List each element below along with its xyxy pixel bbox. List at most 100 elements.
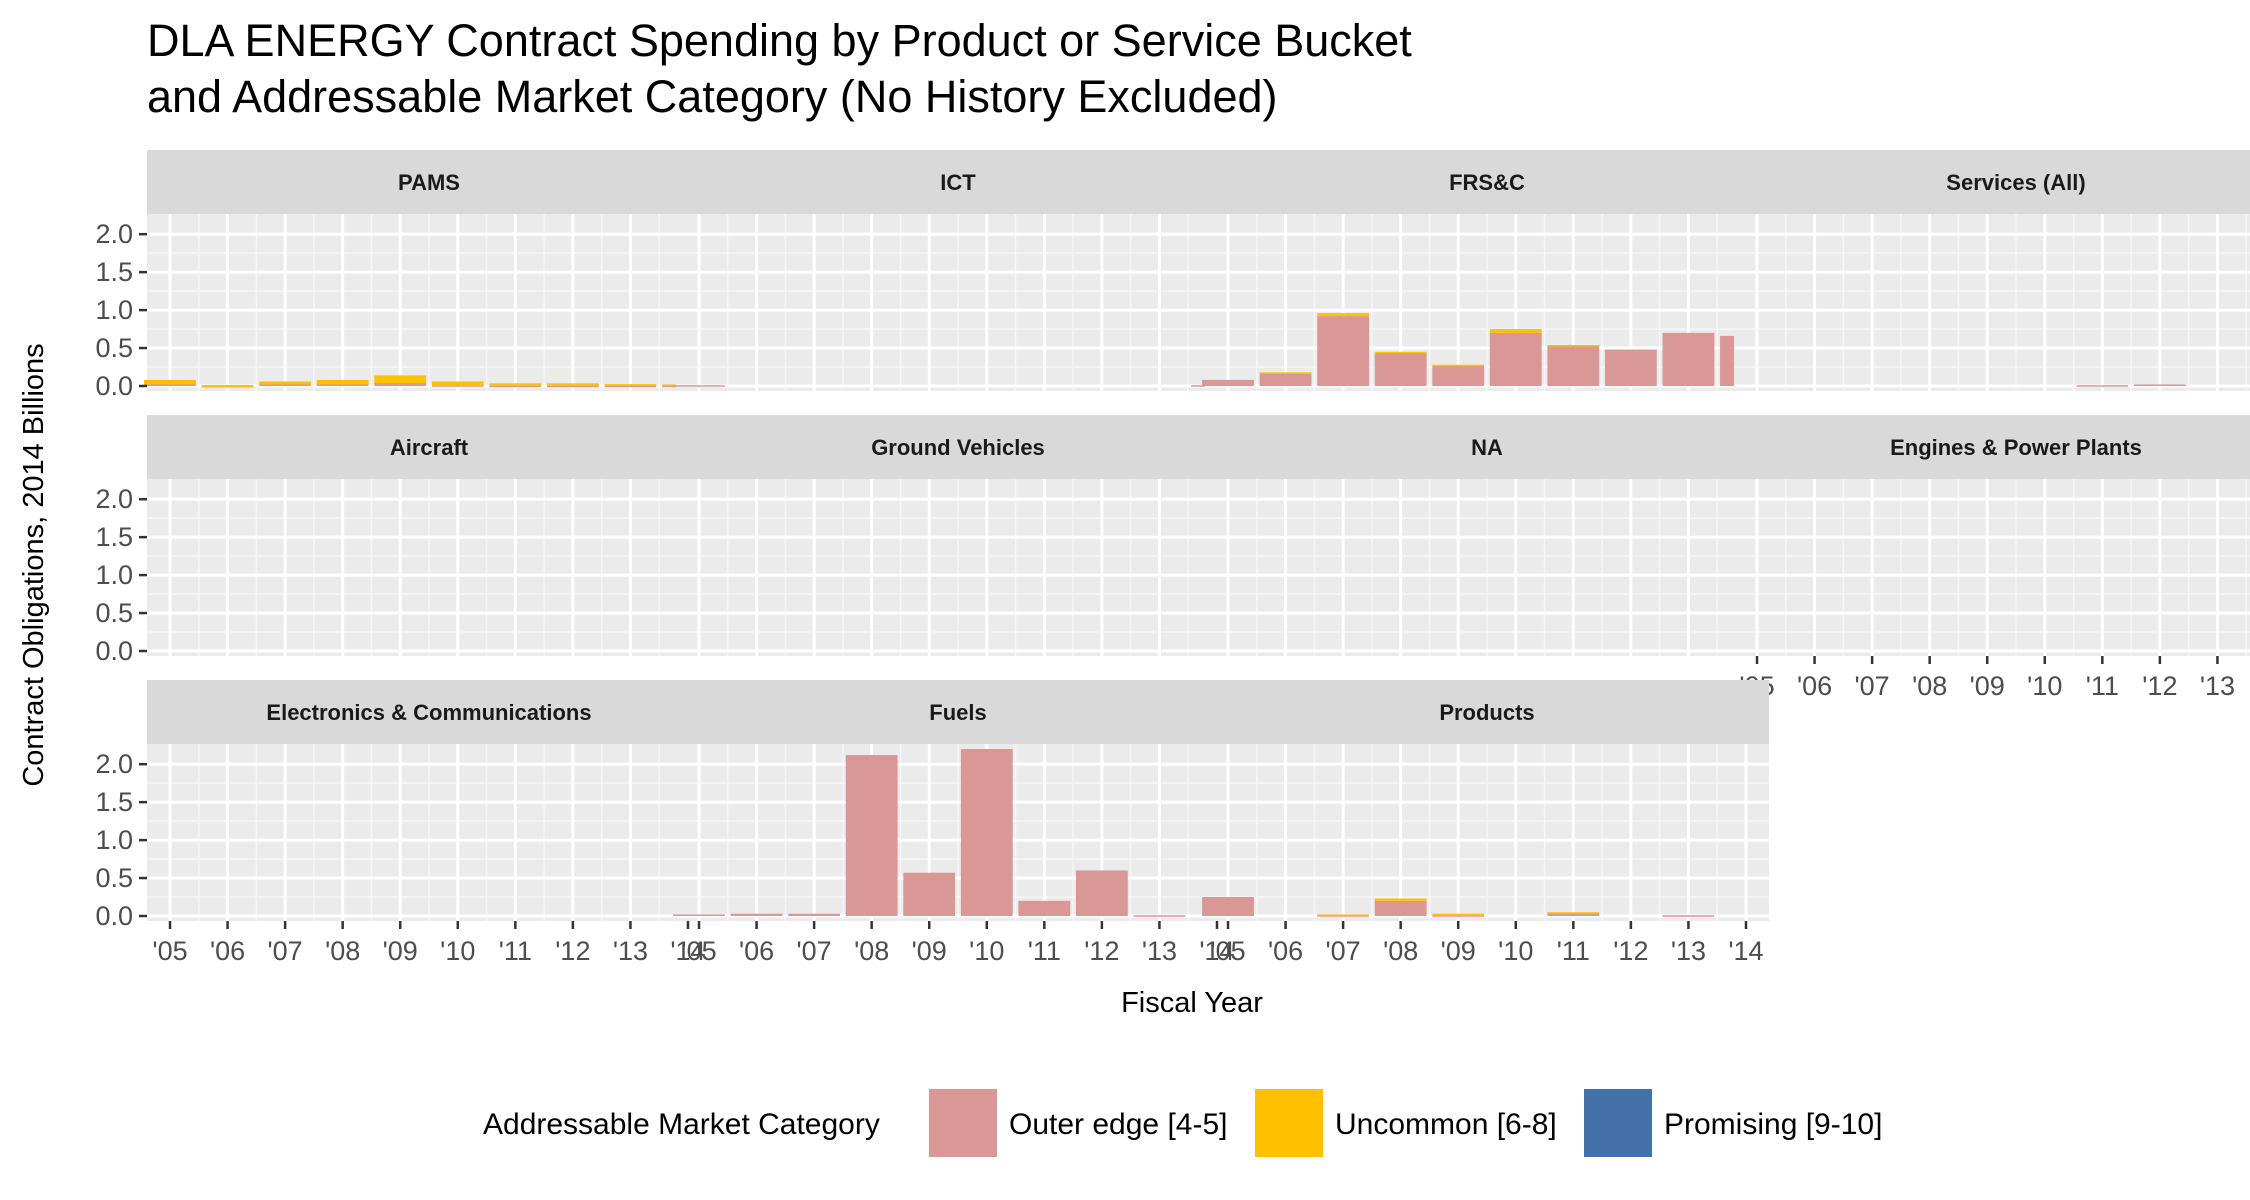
- facet-strip: [676, 415, 1240, 479]
- x-tick-label: '06: [739, 936, 774, 966]
- x-tick-label: '14: [1728, 936, 1763, 966]
- x-tick-label: '06: [1268, 936, 1303, 966]
- legend-label: Uncommon [6-8]: [1335, 1108, 1557, 1141]
- x-tick-label: '11: [2086, 671, 2119, 701]
- bar-outer-9-4: [903, 872, 956, 916]
- x-tick-label: '08: [1912, 671, 1947, 701]
- facet-strip: [676, 680, 1240, 744]
- facet-strip-label: PAMS: [398, 170, 460, 195]
- bar-outer-2-2: [1317, 316, 1370, 386]
- bar-uncommon-2-1: [1259, 372, 1312, 374]
- x-tick-label: '09: [912, 936, 947, 966]
- x-tick-label: '06: [1797, 671, 1832, 701]
- bar-outer-3-6: [2076, 385, 2129, 387]
- bar-outer-10-0: [1202, 897, 1254, 916]
- y-tick-label: 0.0: [95, 371, 133, 401]
- facet-strip-label: NA: [1471, 435, 1503, 460]
- facet-strip: [1205, 415, 1769, 479]
- x-tick-label: '08: [1383, 936, 1418, 966]
- x-tick-label: '13: [613, 936, 648, 966]
- y-axis-title: Contract Obligations, 2014 Billions: [18, 343, 50, 786]
- plot-background: [1734, 214, 2250, 391]
- y-tick-label: 1.5: [95, 257, 133, 287]
- facet-strip: [147, 150, 711, 214]
- bar-outer-0-7: [546, 385, 599, 388]
- y-tick-label: 0.5: [95, 598, 133, 628]
- x-tick-label: '14: [1199, 936, 1234, 966]
- x-tick-label: '07: [1855, 671, 1890, 701]
- bar-outer-0-3: [316, 384, 369, 386]
- x-tick-label: '11: [499, 936, 532, 966]
- x-tick-label: '05: [1210, 936, 1245, 966]
- bar-uncommon-0-7: [546, 383, 599, 386]
- x-tick-label: '13: [1671, 936, 1706, 966]
- bar-uncommon-2-5: [1489, 329, 1542, 333]
- bar-outer-9-3: [845, 755, 898, 916]
- facet-panel: PAMS 0.0 0.5 1.0 1.5 2.0: [95, 150, 714, 401]
- facet-strip-label: Fuels: [929, 700, 986, 725]
- y-tick-label: 2.0: [95, 219, 133, 249]
- bar-outer-9-8: [1133, 915, 1186, 917]
- bar-outer-9-2: [788, 913, 841, 916]
- facet-strip: [1734, 150, 2250, 214]
- bar-outer-9-5: [960, 749, 1013, 916]
- bar-uncommon-10-2: [1317, 914, 1370, 916]
- bar-uncommon-2-6: [1547, 345, 1600, 347]
- bar-outer-0-4: [374, 382, 427, 386]
- x-tick-label: '07: [1326, 936, 1361, 966]
- facet-strip-label: Electronics & Communications: [266, 700, 591, 725]
- x-tick-label: '12: [1084, 936, 1119, 966]
- bar-outer-9-1: [730, 913, 783, 916]
- x-tick-label: '09: [383, 936, 418, 966]
- bar-uncommon-0-4: [374, 375, 427, 383]
- legend: Addressable Market Category Outer edge [4…: [483, 1089, 1882, 1157]
- y-tick-label: 1.5: [95, 787, 133, 817]
- bar-outer-0-2: [259, 384, 312, 386]
- bar-uncommon-10-6: [1547, 912, 1600, 914]
- facet-strip: [676, 150, 1240, 214]
- bar-outer-1-0: [673, 385, 725, 387]
- bar-outer-2-3: [1374, 352, 1427, 386]
- bar-uncommon-2-4: [1432, 364, 1485, 367]
- y-tick-label: 1.0: [95, 295, 133, 325]
- facet-strip: [147, 680, 711, 744]
- x-tick-label: '14: [670, 936, 705, 966]
- facet-panel: FRS&C: [1202, 150, 1772, 391]
- plot-background: [1734, 479, 2250, 656]
- y-tick-label: 1.0: [95, 825, 133, 855]
- bar-uncommon-10-3: [1374, 898, 1427, 901]
- x-axis-title: Fiscal Year: [1121, 987, 1263, 1019]
- bar-outer-2-8: [1662, 332, 1715, 386]
- bar-outer-2-6: [1547, 345, 1600, 386]
- chart-title: DLA ENERGY Contract Spending by Product …: [147, 15, 1424, 122]
- x-tick-label: '10: [2027, 671, 2062, 701]
- y-tick-label: 0.0: [95, 901, 133, 931]
- x-tick-label: '10: [1498, 936, 1533, 966]
- facet-strip: [147, 415, 711, 479]
- x-tick-label: '07: [797, 936, 832, 966]
- bar-outer-0-6: [489, 385, 542, 388]
- x-tick-label: '05: [681, 936, 716, 966]
- x-tick-label: '10: [969, 936, 1004, 966]
- bar-outer-3-7: [2133, 384, 2186, 386]
- facet-strip-label: Products: [1439, 700, 1534, 725]
- bar-outer-2-4: [1432, 365, 1485, 386]
- bar-uncommon-0-3: [316, 379, 369, 385]
- bar-outer-2-1: [1259, 373, 1312, 386]
- facet-strip: [1205, 150, 1769, 214]
- legend-label: Promising [9-10]: [1664, 1108, 1882, 1141]
- bar-uncommon-10-4: [1432, 913, 1485, 916]
- bar-uncommon-2-2: [1317, 313, 1370, 317]
- y-tick-label: 0.0: [95, 636, 133, 666]
- bar-uncommon-0-2: [259, 381, 312, 385]
- bar-outer-10-4: [1432, 915, 1485, 917]
- bar-outer-0-0: [144, 384, 196, 386]
- x-tick-label: '12: [555, 936, 590, 966]
- bar-outer-10-3: [1374, 900, 1427, 916]
- facet-strip-label: Engines & Power Plants: [1890, 435, 2142, 460]
- facet-strip: [1205, 680, 1769, 744]
- bar-uncommon-0-5: [431, 381, 484, 386]
- facet-strip-label: Ground Vehicles: [871, 435, 1045, 460]
- bar-uncommon-0-6: [489, 383, 542, 386]
- legend-key: [1584, 1089, 1652, 1157]
